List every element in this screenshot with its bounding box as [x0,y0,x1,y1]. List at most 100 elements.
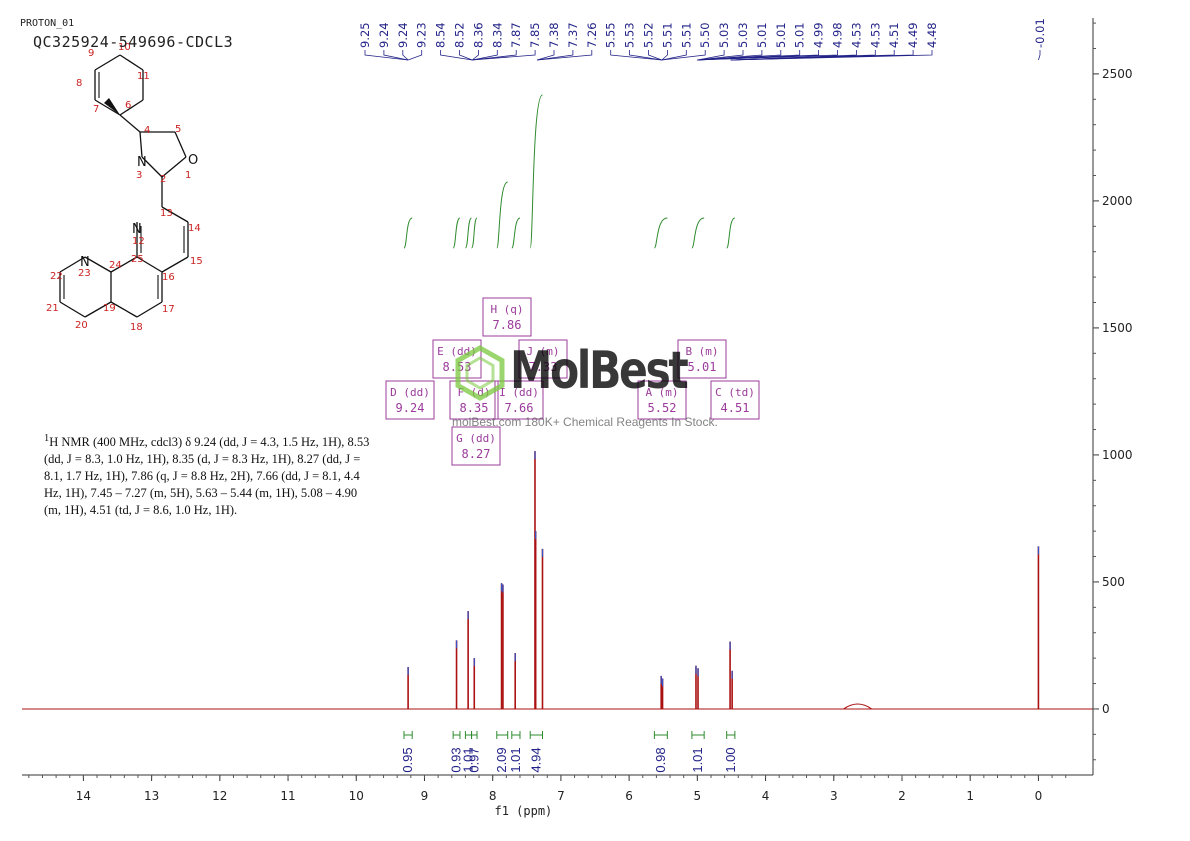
multiplet-shift: 7.86 [493,318,522,332]
spectrum-trace-group [22,451,1093,710]
peak-label-leader [472,50,536,61]
structure-bond [139,131,143,158]
multiplet-shift: 8.27 [462,447,491,461]
structure-atom-number: 24 [109,260,122,271]
multiplet-name: I (dd) [499,386,539,399]
structure-atom-number: 16 [162,272,175,283]
y-tick-label: 1000 [1102,448,1133,462]
x-tick-label: 0 [1035,789,1043,803]
x-tick-label: 13 [144,789,159,803]
structure-atom-number: 4 [144,125,150,136]
peak-label-leader [610,50,662,61]
structure-atom-number: 22 [50,271,63,282]
multiplet-shift: 8.35 [460,401,489,415]
structure-atom-number: 19 [103,303,116,314]
peak-shift-label: 4.49 [906,22,920,48]
integral-value: 1.01 [508,747,523,772]
multiplet-name: E (dd) [437,345,477,358]
peak-shift-label: -0.01 [1033,18,1047,48]
integral-curve [452,217,461,249]
peak-shift-label: 4.53 [868,22,882,48]
integral-curve [496,181,509,249]
y-tick-label: 500 [1102,575,1125,589]
multiplet-shift: 9.24 [396,401,425,415]
structure-bond [161,206,189,223]
integral-curve [653,217,668,249]
peak-shift-label: 4.98 [831,22,845,48]
structure-wedge-bond [104,98,120,115]
multiplet-name: A (m) [645,386,678,399]
structure-atom-number: 7 [93,104,99,115]
x-tick-label: 6 [625,789,633,803]
multiplet-name: H (q) [490,303,523,316]
x-tick-label: 11 [280,789,295,803]
nmr-description-sup: 1 [44,433,50,444]
x-tick-label: 4 [762,789,770,803]
peak-shift-label: 4.99 [812,22,826,48]
multiplet-shift: 4.51 [721,401,750,415]
structure-atom-number: 15 [190,256,203,267]
peak-label-leader [661,50,668,61]
nmr-description-text: 1H NMR (400 MHz, cdcl3) δ 9.24 (dd, J = … [44,430,374,519]
multiplet-box [637,380,687,420]
y-tick-label: 0 [1102,702,1110,716]
structure-bond [110,301,138,318]
x-tick-label: 3 [830,789,838,803]
integral-curve [464,217,473,249]
structure-bond [59,301,86,318]
integral-curve [511,217,521,249]
peak-shift-label: 5.03 [717,22,731,48]
structure-atom-number: 18 [130,322,143,333]
spectrum-hump [843,703,872,710]
multiplet-box [482,297,532,337]
peak-label-leader [629,50,662,61]
peak-shift-label: 8.52 [453,22,467,48]
peak-shift-label: 5.01 [793,22,807,48]
peak-shift-label: 5.03 [736,22,750,48]
multiplet-name: G (dd) [456,432,496,445]
integral-value: 1.01 [460,747,475,772]
peak-label-leader [661,50,706,61]
structure-atom-number: 12 [132,236,145,247]
y-tick-label: 2000 [1102,194,1133,208]
x-tick-label: 10 [349,789,364,803]
structure-bond [119,54,144,71]
nmr-description-body: H NMR (400 MHz, cdcl3) δ 9.24 (dd, J = 4… [44,435,370,518]
structure-bond [141,156,163,178]
x-tick-label: 2 [898,789,906,803]
structure-bond [110,256,138,273]
multiplet-box [677,339,727,379]
peak-shift-label: 5.01 [755,22,769,48]
x-tick-label: 9 [421,789,429,803]
peak-label-leader [402,50,409,61]
multiplet-box [385,380,435,420]
peak-shift-label: 7.26 [585,22,599,48]
y-tick-label: 2500 [1102,67,1133,81]
peak-shift-label: 7.38 [547,22,561,48]
structure-atom: N [137,155,147,170]
peak-shift-label: 7.87 [509,22,523,48]
structure-bond [84,301,112,318]
peak-shift-label: 7.37 [566,22,580,48]
peak-label-leader [407,50,423,61]
structure-atom-number: 20 [75,320,88,331]
structure-bond [119,114,141,133]
structure-atom-number: 21 [46,303,59,314]
peak-label-leader [536,50,555,61]
structure-bond [161,156,187,178]
peak-shift-label: 4.48 [925,22,939,48]
peak-shift-label: 7.85 [528,22,542,48]
y-tick-label: 1500 [1102,321,1133,335]
structure-atom-number: 9 [88,48,94,59]
structure-atom-number: 23 [78,268,91,279]
structure-atom-number: 5 [175,124,181,135]
peak-shift-label: 9.23 [415,22,429,48]
x-tick-label: 5 [694,789,702,803]
integral-curve-group [403,94,736,249]
structure-bond [136,256,163,273]
integral-value: 1.01 [690,747,705,772]
multiplet-shift: 5.52 [648,401,677,415]
structure-atom: N [80,255,90,270]
multiplet-name: C (td) [715,386,755,399]
multiplet-name: J (m) [526,345,559,358]
